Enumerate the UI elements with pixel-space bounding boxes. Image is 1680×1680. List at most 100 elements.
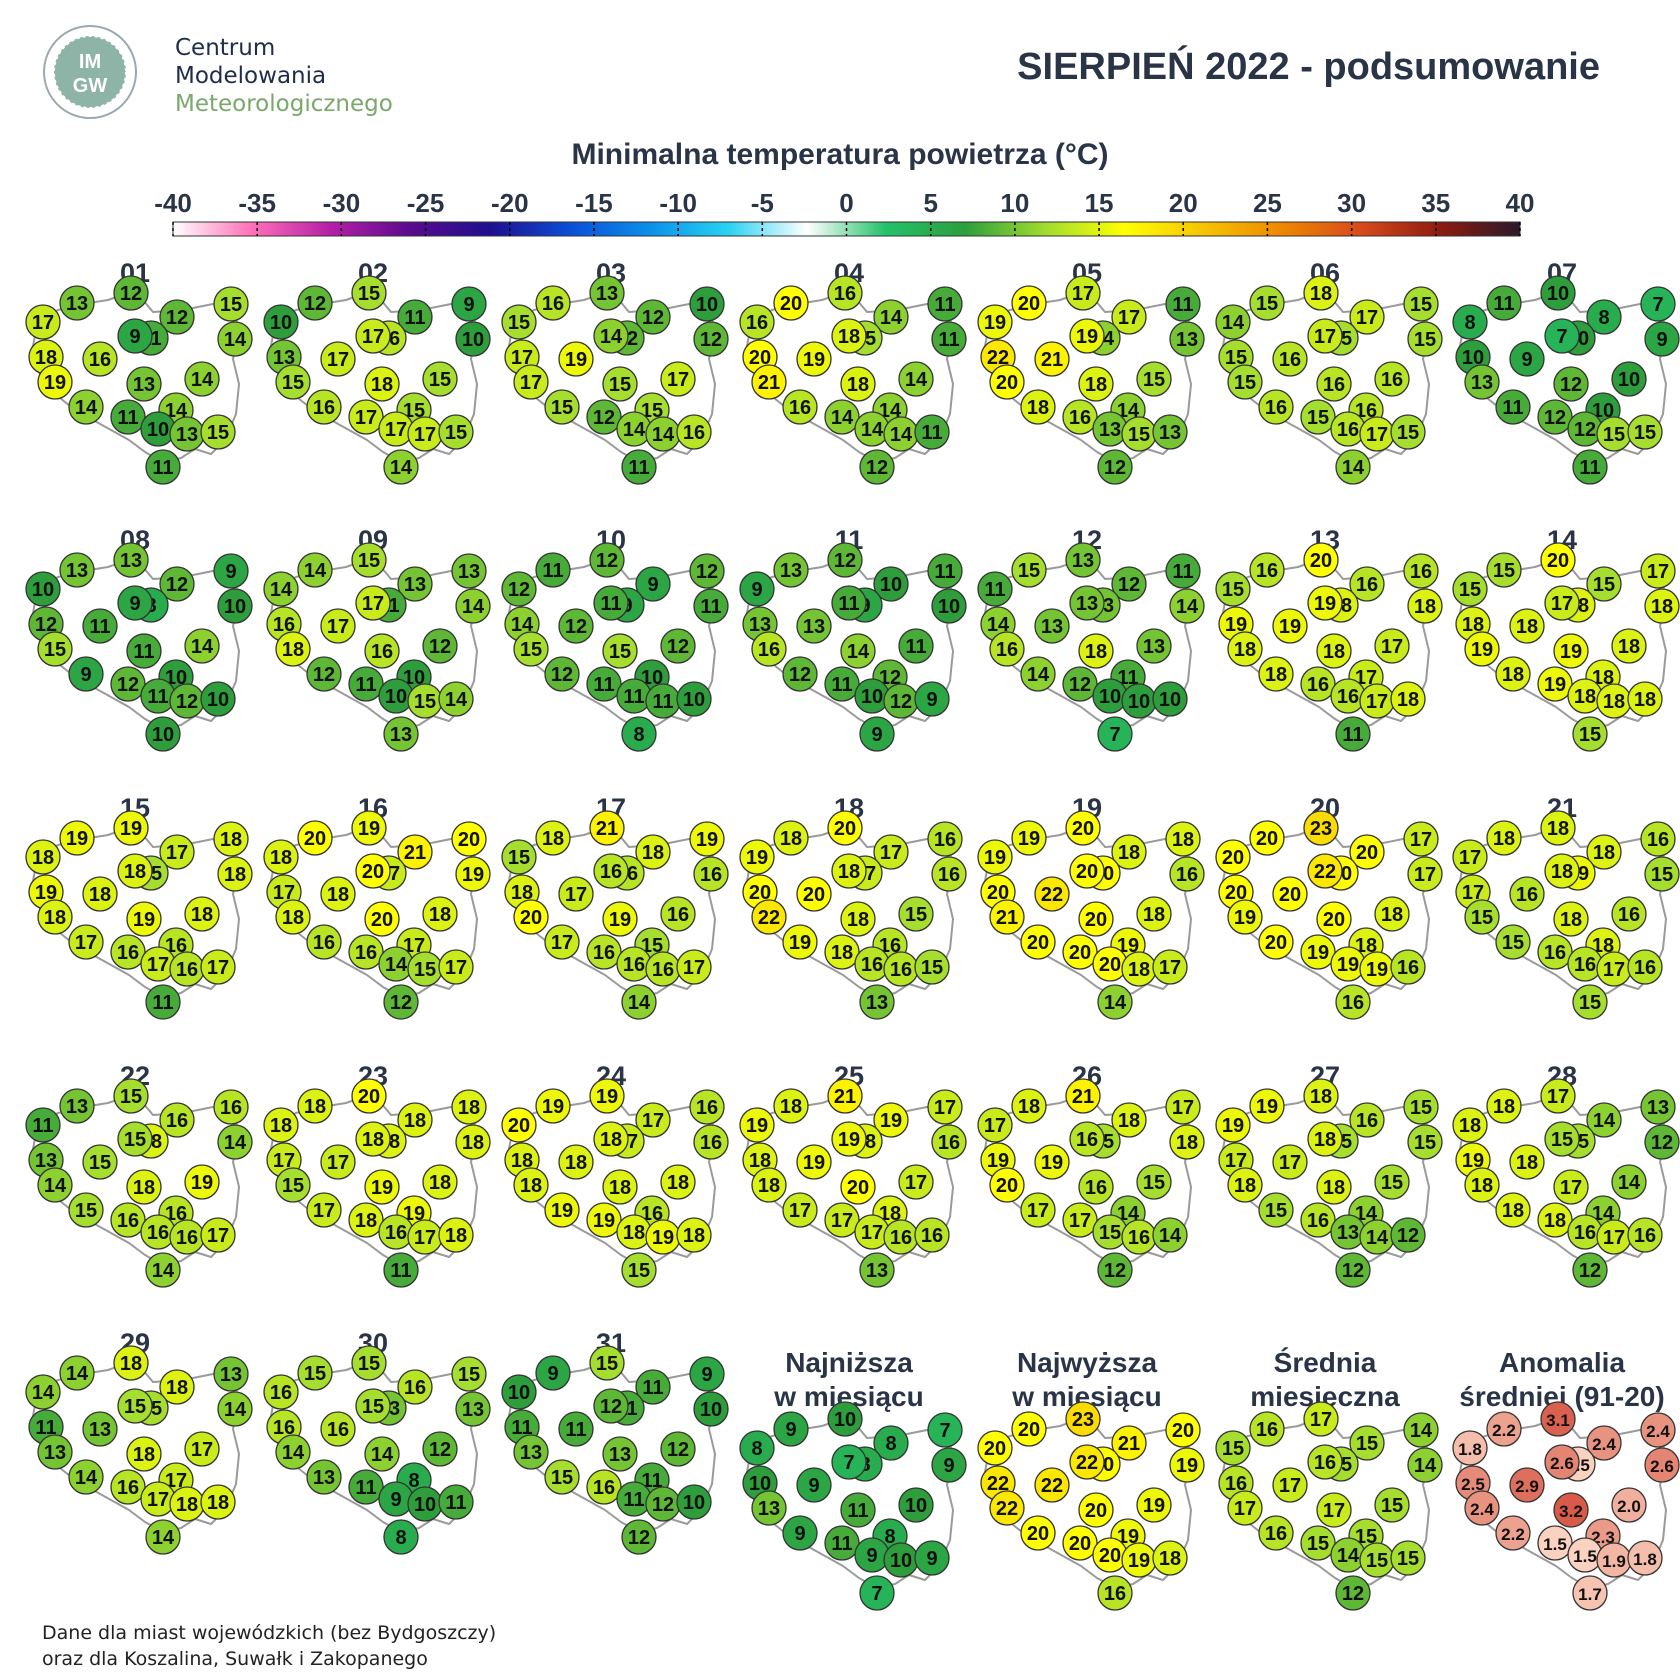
station-circle xyxy=(1136,361,1172,397)
station-value: 15 xyxy=(1551,1129,1573,1151)
station-marker: 14 xyxy=(217,1391,253,1427)
station-value: 16 xyxy=(1307,1210,1329,1232)
station-value: 17 xyxy=(445,957,467,979)
station-value: 18 xyxy=(220,829,242,851)
station-circle xyxy=(1544,585,1580,621)
station-value: 2.9 xyxy=(1515,1477,1539,1496)
station-value: 11 xyxy=(445,1492,466,1514)
station-circle xyxy=(297,285,333,321)
station-circle xyxy=(1215,839,1251,875)
station-marker: 20 xyxy=(297,820,333,856)
station-value: 7 xyxy=(1109,724,1120,746)
station-circle xyxy=(931,1124,967,1160)
station-marker: 10 xyxy=(689,286,725,322)
station-circle xyxy=(593,1388,629,1424)
station-circle xyxy=(1316,901,1352,937)
station-marker: 11 xyxy=(824,666,860,702)
station-value: 18 xyxy=(89,884,111,906)
station-marker: 11 xyxy=(535,552,571,588)
colorbar-tick-label: 15 xyxy=(1085,188,1114,218)
station-value: 19 xyxy=(1462,1150,1484,1172)
station-circle xyxy=(1486,1088,1522,1124)
station-value: 12 xyxy=(166,574,188,596)
station-circle xyxy=(898,896,934,932)
station-marker: 18 xyxy=(1495,656,1531,692)
station-marker: 14 xyxy=(1020,656,1056,692)
station-marker: 20 xyxy=(1011,1411,1047,1447)
station-value: 9 xyxy=(926,1548,937,1570)
station-circle xyxy=(159,1369,195,1405)
station-marker: 13 xyxy=(1152,414,1188,450)
station-value: 20 xyxy=(358,1086,380,1108)
station-value: 16 xyxy=(1076,1129,1098,1151)
station-circle xyxy=(831,1444,867,1480)
station-circle xyxy=(558,1411,594,1447)
station-marker: 16 xyxy=(1330,678,1366,714)
station-value: 22 xyxy=(1076,1452,1098,1474)
station-circle xyxy=(126,1436,162,1472)
station-value: 15 xyxy=(89,1152,111,1174)
station-marker: 16 xyxy=(1374,361,1410,397)
station-value: 19 xyxy=(987,1150,1009,1172)
station-circle xyxy=(1572,984,1608,1020)
station-value: 16 xyxy=(1307,674,1329,696)
station-circle xyxy=(739,839,775,875)
station-value: 18 xyxy=(1516,1152,1538,1174)
station-circle xyxy=(1640,821,1676,857)
station-marker: 19 xyxy=(1249,1088,1285,1124)
station-value: 19 xyxy=(1366,959,1388,981)
station-circle xyxy=(693,1124,729,1160)
station-circle xyxy=(859,984,895,1020)
station-value: 11 xyxy=(355,1477,376,1499)
station-marker: 18 xyxy=(320,876,356,912)
station-marker: 12 xyxy=(1553,366,1589,402)
station-value: 19 xyxy=(1225,614,1247,636)
station-circle xyxy=(927,553,963,589)
station-marker: 16 xyxy=(1169,856,1205,892)
station-value: 20 xyxy=(1225,882,1247,904)
footnote-line-2: oraz dla Koszalina, Suwałk i Zakopanego xyxy=(42,1648,428,1670)
station-circle xyxy=(1300,1525,1336,1561)
station-value: 17 xyxy=(362,593,384,615)
station-marker: 21 xyxy=(827,1078,863,1114)
station-circle xyxy=(586,666,622,702)
station-value: 17 xyxy=(1069,1210,1091,1232)
station-value: 14 xyxy=(1337,1545,1360,1567)
station-circle xyxy=(213,286,249,322)
station-marker: 18 xyxy=(451,1089,487,1125)
station-circle xyxy=(37,899,73,935)
station-circle xyxy=(451,1356,487,1392)
station-circle xyxy=(68,924,104,960)
station-value: 15 xyxy=(1225,347,1247,369)
station-circle xyxy=(348,1469,384,1505)
station-marker: 15 xyxy=(351,542,387,578)
station-marker: 13 xyxy=(59,285,95,321)
station-value: 19 xyxy=(593,1210,615,1232)
station-value: 17 xyxy=(166,842,188,864)
station-circle xyxy=(1464,364,1500,400)
station-marker: 13 xyxy=(773,552,809,588)
station-circle xyxy=(297,1355,333,1391)
station-value: 2.2 xyxy=(1501,1525,1525,1544)
station-value: 18 xyxy=(1128,959,1150,981)
station-marker: 18 xyxy=(840,901,876,937)
station-value: 20 xyxy=(1256,828,1278,850)
station-value: 11 xyxy=(628,457,649,479)
station-value: 12 xyxy=(1104,1260,1126,1282)
station-circle xyxy=(593,318,629,354)
station-marker: 17 xyxy=(1272,1144,1308,1180)
station-value: 18 xyxy=(542,828,564,850)
station-value: 20 xyxy=(1222,847,1244,869)
station-circle xyxy=(1020,1192,1056,1228)
station-value: 16 xyxy=(789,397,811,419)
station-value: 16 xyxy=(273,1417,295,1439)
station-marker: 11 xyxy=(348,1469,384,1505)
station-marker: 20 xyxy=(1092,1537,1128,1573)
station-value: 13 xyxy=(1041,616,1063,638)
station-circle xyxy=(1495,924,1531,960)
station-value: 19 xyxy=(1471,639,1493,661)
station-marker: 10 xyxy=(1152,681,1188,717)
station-value: 16 xyxy=(1337,686,1359,708)
station-value: 19 xyxy=(120,818,142,840)
station-value: 18 xyxy=(1603,691,1625,713)
